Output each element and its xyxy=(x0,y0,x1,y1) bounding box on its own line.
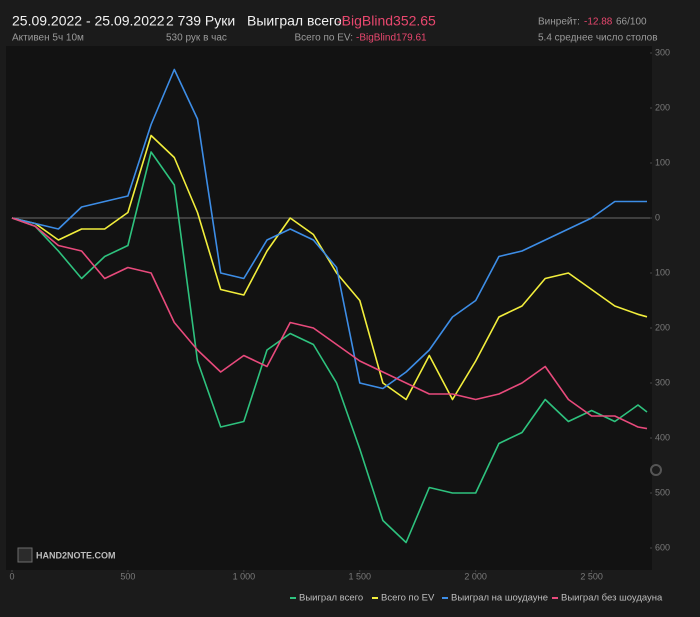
winrate-label: Винрейт: xyxy=(538,17,580,28)
logo: HAND2NOTE.COM xyxy=(36,550,116,560)
y-tick-label: 500 xyxy=(655,487,670,497)
hands-per-hour: 530 рук в час xyxy=(166,33,227,44)
x-tick-label: 2 000 xyxy=(464,571,487,581)
y-tick-label: 100 xyxy=(655,157,670,167)
legend-label: Выиграл на шоудауне xyxy=(451,593,548,604)
x-tick-label: 2 500 xyxy=(580,571,603,581)
settings-icon[interactable] xyxy=(650,464,662,476)
plot-area xyxy=(6,46,652,570)
y-tick-label: 100 xyxy=(655,267,670,277)
hands: 2 739 Руки xyxy=(166,13,235,29)
series-line xyxy=(11,68,647,390)
legend-label: Выиграл без шоудауна xyxy=(561,593,663,604)
y-tick-label: 0 xyxy=(655,212,660,222)
y-tick-label: 200 xyxy=(655,322,670,332)
legend-label: Всего по EV xyxy=(381,593,435,604)
series-line xyxy=(11,134,648,401)
ev-label: Всего по EV: xyxy=(294,33,353,44)
x-tick-label: 1 000 xyxy=(233,571,256,581)
ev-value: -BigBlind179.61 xyxy=(356,33,427,44)
winrate-value: -12.88 xyxy=(584,17,613,28)
x-tick-label: 1 500 xyxy=(348,571,371,581)
series-line xyxy=(11,151,648,544)
series-line xyxy=(11,217,648,430)
y-tick-label: 200 xyxy=(655,102,670,112)
winrate-unit: 66/100 xyxy=(616,17,647,28)
active-time: Активен 5ч 10м xyxy=(12,33,84,44)
won-value: -BigBlind352.65 xyxy=(337,13,436,29)
y-tick-label: 300 xyxy=(655,47,670,57)
date-range: 25.09.2022 - 25.09.2022 xyxy=(12,13,165,29)
y-tick-label: 300 xyxy=(655,377,670,387)
legend-label: Выиграл всего xyxy=(299,593,363,604)
y-tick-label: 400 xyxy=(655,432,670,442)
x-tick-label: 500 xyxy=(120,571,135,581)
won-label: Выиграл всего: xyxy=(247,13,346,29)
logo-icon xyxy=(17,547,33,563)
y-tick-label: 600 xyxy=(655,542,670,552)
x-tick-label: 0 xyxy=(9,571,14,581)
tables: 5.4 среднее число столов xyxy=(538,33,658,44)
